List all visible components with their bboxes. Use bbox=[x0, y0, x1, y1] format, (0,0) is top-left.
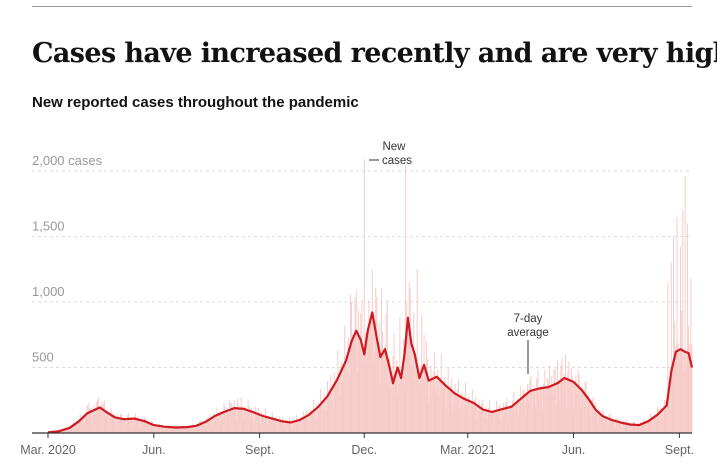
x-tick-label: Sept. bbox=[665, 443, 694, 457]
average-line bbox=[47, 311, 694, 434]
x-tick-label: Mar. 2020 bbox=[20, 443, 76, 457]
y-tick-label: 1,500 bbox=[32, 219, 65, 234]
x-tick-label: Mar. 2021 bbox=[440, 443, 496, 457]
y-tick-label: 2,000 cases bbox=[32, 153, 103, 168]
y-tick-label: 1,000 bbox=[32, 284, 65, 299]
chart-subtitle: New reported cases throughout the pandem… bbox=[32, 94, 359, 111]
daily-bar bbox=[673, 236, 675, 433]
top-rule bbox=[32, 6, 692, 7]
y-tick-label: 500 bbox=[32, 350, 54, 365]
x-tick-label: Dec. bbox=[351, 443, 377, 457]
x-tick-label: Sept. bbox=[245, 443, 274, 457]
daily-bar bbox=[405, 164, 407, 433]
daily-bar bbox=[682, 210, 684, 433]
cases-chart: 500 1,000 1,500 2,000 cases Mar. 2020 Jun. Se… bbox=[20, 141, 694, 457]
daily-bar bbox=[690, 278, 692, 433]
x-tick-label: Jun. bbox=[562, 443, 586, 457]
annotation-average-line1: 7-day bbox=[514, 313, 543, 325]
annotation-average-line2: average bbox=[507, 327, 549, 339]
daily-bar bbox=[667, 282, 669, 433]
daily-bar bbox=[670, 262, 672, 433]
daily-bar bbox=[684, 176, 686, 434]
x-tick-labels: Mar. 2020 Jun. Sept. Dec. Mar. 2021 Jun. Sept. bbox=[20, 433, 694, 457]
annotations: New cases 7-day average bbox=[369, 141, 549, 374]
daily-bar bbox=[416, 269, 418, 433]
y-tick-labels: 500 1,000 1,500 2,000 cases bbox=[32, 153, 103, 365]
annotation-new-cases-line2: cases bbox=[382, 155, 412, 167]
daily-bar bbox=[680, 246, 681, 433]
annotation-new-cases-line1: New bbox=[382, 141, 406, 153]
daily-bar bbox=[686, 223, 688, 433]
x-tick-label: Jun. bbox=[142, 443, 166, 457]
daily-bar bbox=[676, 216, 678, 433]
daily-bar bbox=[363, 159, 365, 433]
page-title: Cases have increased recently and are ve… bbox=[32, 38, 717, 69]
average-area bbox=[48, 312, 692, 433]
